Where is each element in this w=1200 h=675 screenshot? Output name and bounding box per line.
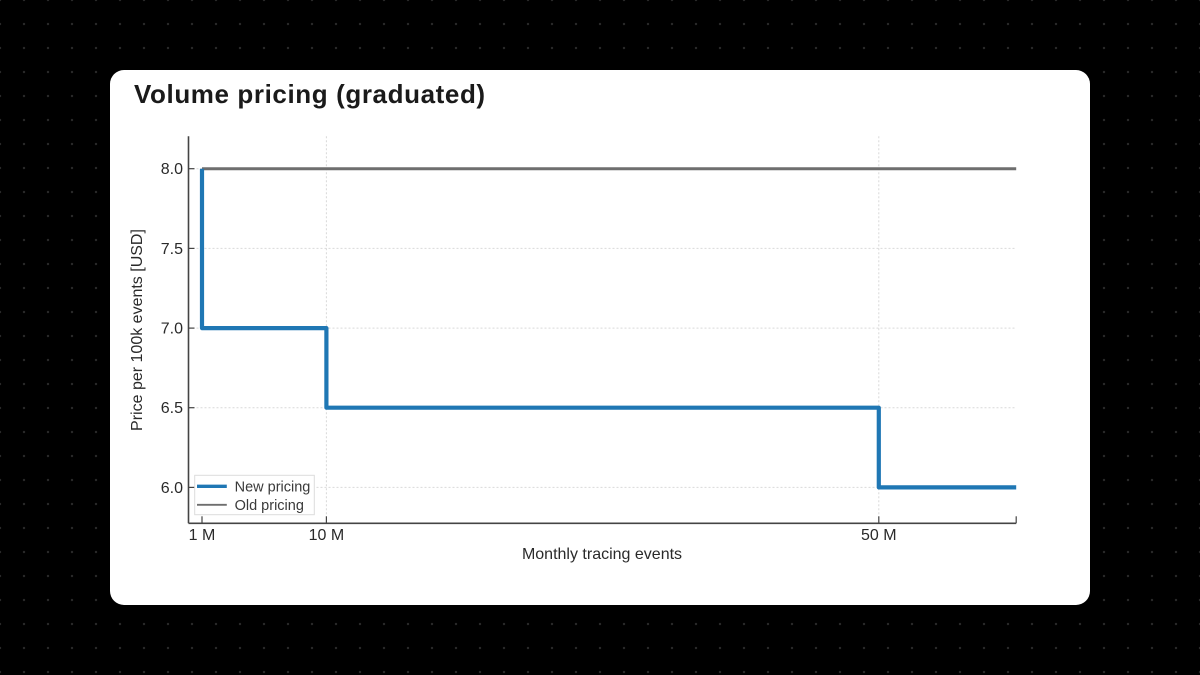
svg-text:1 M: 1 M xyxy=(189,527,216,544)
svg-text:Monthly tracing events: Monthly tracing events xyxy=(522,546,682,563)
svg-text:6.0: 6.0 xyxy=(161,480,183,497)
svg-text:7.5: 7.5 xyxy=(161,241,183,258)
svg-text:50 M: 50 M xyxy=(861,527,897,544)
svg-text:6.5: 6.5 xyxy=(161,400,183,417)
svg-text:New pricing: New pricing xyxy=(235,479,311,495)
svg-text:8.0: 8.0 xyxy=(161,161,183,178)
svg-text:10 M: 10 M xyxy=(309,527,345,544)
svg-text:Old pricing: Old pricing xyxy=(235,498,304,514)
svg-text:Price per 100k events [USD]: Price per 100k events [USD] xyxy=(129,229,146,431)
svg-text:7.0: 7.0 xyxy=(161,321,183,338)
